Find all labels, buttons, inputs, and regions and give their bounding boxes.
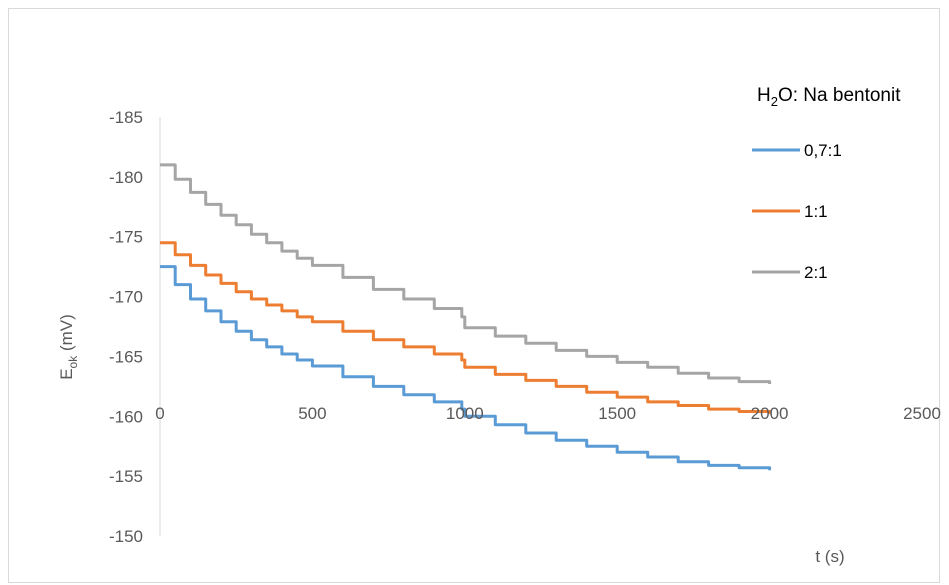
legend: H2O: Na bentonit 0,7:1 1:1 2:1 (752, 85, 901, 282)
series-line-2:1 (160, 163, 772, 384)
y-tick-label: -170 (109, 288, 143, 307)
legend-label: 2:1 (804, 263, 828, 282)
y-tick-label: -185 (109, 108, 143, 127)
legend-label: 1:1 (804, 202, 828, 221)
x-tick-label: 1000 (446, 404, 484, 423)
x-tick-label: 2500 (903, 404, 941, 423)
x-tick-label: 0 (155, 404, 164, 423)
y-tick-label: -180 (109, 168, 143, 187)
y-tick-label: -150 (109, 527, 143, 546)
x-tick-label: 2000 (751, 404, 789, 423)
series-line-0,7:1 (160, 265, 772, 471)
y-tick-label: -175 (109, 228, 143, 247)
chart-area (8, 8, 940, 583)
plot-series (160, 163, 772, 471)
x-tick-label: 1500 (598, 404, 636, 423)
y-tick-label: -160 (109, 407, 143, 426)
legend-title: H2O: Na bentonit (757, 85, 901, 109)
series-line-1:1 (160, 241, 772, 414)
y-tick-label: -165 (109, 347, 143, 366)
x-axis-title: t (s) (815, 547, 844, 566)
y-axis-title: Eok (mV) (57, 314, 80, 380)
y-tick-label: -155 (109, 467, 143, 486)
tick-labels: -150 -155 -160 -165 -170 -175 -180 -185 0 500 1000… (109, 108, 941, 546)
legend-label: 0,7:1 (804, 141, 842, 160)
x-tick-label: 500 (298, 404, 326, 423)
